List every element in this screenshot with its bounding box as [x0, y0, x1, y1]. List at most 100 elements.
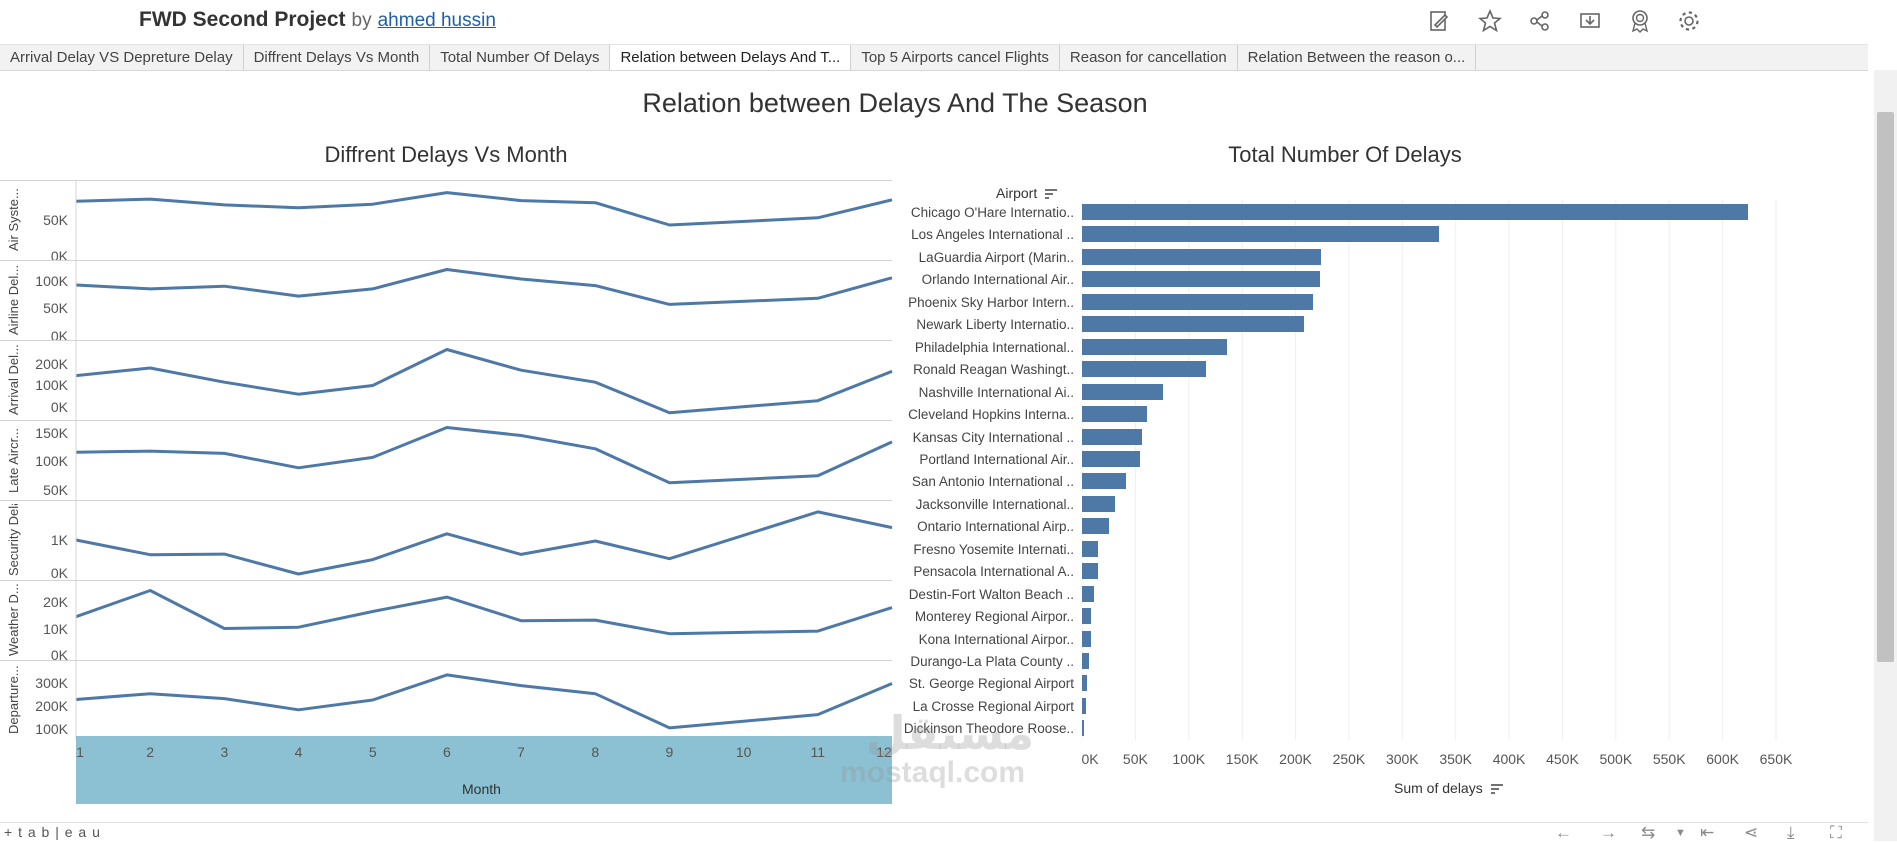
y-tick: 200K: [35, 355, 68, 372]
month-tick: 1: [76, 744, 84, 760]
header-bar: FWD Second Project by ahmed hussin: [0, 0, 1897, 44]
bar[interactable]: [1082, 518, 1109, 535]
edit-icon[interactable]: [1426, 8, 1452, 34]
month-tick: 10: [735, 744, 752, 760]
airport-label[interactable]: La Crosse Regional Airport: [912, 698, 1074, 714]
bar[interactable]: [1082, 338, 1228, 355]
airport-label[interactable]: St. George Regional Airport: [908, 676, 1074, 692]
project-name: FWD Second Project: [139, 8, 346, 31]
bar[interactable]: [1082, 697, 1087, 714]
series-line[interactable]: [75, 191, 893, 227]
airport-label[interactable]: Newark Liberty Internatio..: [916, 317, 1074, 333]
month-tick: 6: [443, 744, 451, 760]
airport-label[interactable]: Kansas City International ..: [912, 429, 1074, 445]
airport-label[interactable]: Portland International Air..: [919, 451, 1074, 467]
bar[interactable]: [1082, 720, 1085, 737]
airport-label[interactable]: Dickinson Theodore Roose..: [903, 721, 1074, 737]
settings-icon[interactable]: [1676, 8, 1702, 34]
bar[interactable]: [1082, 406, 1148, 423]
author-link[interactable]: ahmed hussin: [377, 10, 496, 31]
airport-label[interactable]: Ronald Reagan Washingt..: [913, 362, 1074, 378]
undo-icon[interactable]: ←: [1555, 823, 1572, 842]
airport-label[interactable]: Kona International Airpor..: [918, 631, 1074, 647]
airport-header[interactable]: Airport: [996, 185, 1058, 202]
x-sort-icon[interactable]: [1490, 781, 1503, 797]
airport-label[interactable]: Philadelphia International..: [914, 339, 1074, 355]
share-icon[interactable]: [1527, 8, 1553, 34]
bar[interactable]: [1082, 271, 1321, 288]
bar[interactable]: [1082, 473, 1126, 490]
bar[interactable]: [1082, 675, 1088, 692]
airport-label[interactable]: Los Angeles International ..: [911, 227, 1074, 243]
airport-label[interactable]: Destin-Fort Walton Beach ..: [908, 586, 1074, 602]
airport-label[interactable]: Ontario International Airp..: [917, 519, 1074, 535]
tab-cancel-reason[interactable]: Reason for cancellation: [1060, 45, 1238, 70]
bar[interactable]: [1082, 450, 1140, 467]
bar[interactable]: [1082, 563, 1098, 580]
bar-x-title[interactable]: Sum of delays: [1394, 780, 1503, 797]
series-line[interactable]: [75, 510, 893, 576]
bar[interactable]: [1082, 316, 1305, 333]
scrollbar-thumb[interactable]: [1877, 112, 1894, 662]
airport-label[interactable]: Fresno Yosemite Internati..: [913, 541, 1074, 557]
bar[interactable]: [1082, 585, 1094, 602]
series-line[interactable]: [75, 426, 893, 485]
bar[interactable]: [1082, 204, 1749, 220]
y-tick: 10K: [43, 620, 68, 637]
bar[interactable]: [1082, 383, 1164, 400]
tab-reason-relation[interactable]: Relation Between the reason o...: [1238, 45, 1477, 70]
airport-label[interactable]: Jacksonville International..: [915, 496, 1074, 512]
bar-gridlines: [1082, 200, 1777, 740]
metrics-icon[interactable]: [1627, 8, 1653, 34]
y-tick: 300K: [35, 674, 68, 691]
y-tick: 100K: [35, 721, 68, 738]
month-tick: 3: [220, 744, 229, 760]
fullscreen-icon[interactable]: ⛶: [1830, 823, 1842, 842]
bar[interactable]: [1082, 630, 1091, 647]
bar[interactable]: [1082, 653, 1090, 669]
airport-label[interactable]: Chicago O'Hare Internatio..: [910, 205, 1074, 220]
bar[interactable]: [1082, 226, 1439, 243]
footer-share-icon[interactable]: ⋖: [1744, 823, 1759, 842]
airport-label[interactable]: Durango-La Plata County ..: [910, 654, 1074, 669]
airport-label[interactable]: Nashville International Ai..: [918, 384, 1074, 400]
bar[interactable]: [1082, 608, 1091, 625]
tab-top5-cancel[interactable]: Top 5 Airports cancel Flights: [851, 45, 1060, 70]
bar[interactable]: [1082, 540, 1098, 557]
revert-icon[interactable]: ⇆: [1641, 823, 1656, 842]
airport-label[interactable]: Pensacola International A..: [913, 564, 1074, 580]
footer-toolbar: [0, 822, 1868, 842]
revert-dropdown-icon[interactable]: ▼: [1675, 827, 1686, 839]
download-icon[interactable]: [1577, 8, 1603, 34]
reset-icon[interactable]: ⇤: [1700, 823, 1715, 842]
tableau-logo[interactable]: + t a b | e a u: [4, 824, 101, 840]
series-line[interactable]: [75, 268, 893, 306]
bar[interactable]: [1082, 293, 1313, 310]
bar[interactable]: [1082, 495, 1116, 512]
airport-label[interactable]: Orlando International Air..: [921, 272, 1074, 288]
y-tick: 100K: [35, 272, 68, 289]
footer-download-icon[interactable]: ⤓: [1787, 823, 1795, 842]
tab-delays-vs-month[interactable]: Diffrent Delays Vs Month: [244, 45, 431, 70]
series-line[interactable]: [75, 673, 893, 730]
bar[interactable]: [1082, 428, 1142, 445]
month-tick: 7: [517, 744, 525, 760]
airport-label[interactable]: Monterey Regional Airpor..: [914, 609, 1074, 625]
tab-arrival-vs-departure[interactable]: Arrival Delay VS Depreture Delay: [0, 45, 244, 70]
sort-icon[interactable]: [1045, 186, 1058, 202]
series-line[interactable]: [75, 348, 893, 415]
airport-label[interactable]: Phoenix Sky Harbor Intern..: [908, 294, 1074, 310]
right-chart-title: Total Number Of Delays: [1228, 142, 1462, 167]
airport-label[interactable]: Cleveland Hopkins Interna..: [908, 407, 1074, 423]
airport-label[interactable]: LaGuardia Airport (Marin..: [918, 249, 1074, 265]
bar[interactable]: [1082, 361, 1206, 378]
airport-label[interactable]: San Antonio International ..: [911, 474, 1074, 490]
series-line[interactable]: [75, 589, 893, 636]
bar[interactable]: [1082, 248, 1322, 265]
tab-delays-season[interactable]: Relation between Delays And T...: [610, 45, 852, 70]
bar-x-tick: 400K: [1492, 751, 1526, 767]
redo-icon[interactable]: →: [1600, 823, 1617, 842]
star-icon[interactable]: [1477, 8, 1503, 34]
tab-total-delays[interactable]: Total Number Of Delays: [430, 45, 611, 70]
month-axis-band[interactable]: [76, 736, 892, 804]
